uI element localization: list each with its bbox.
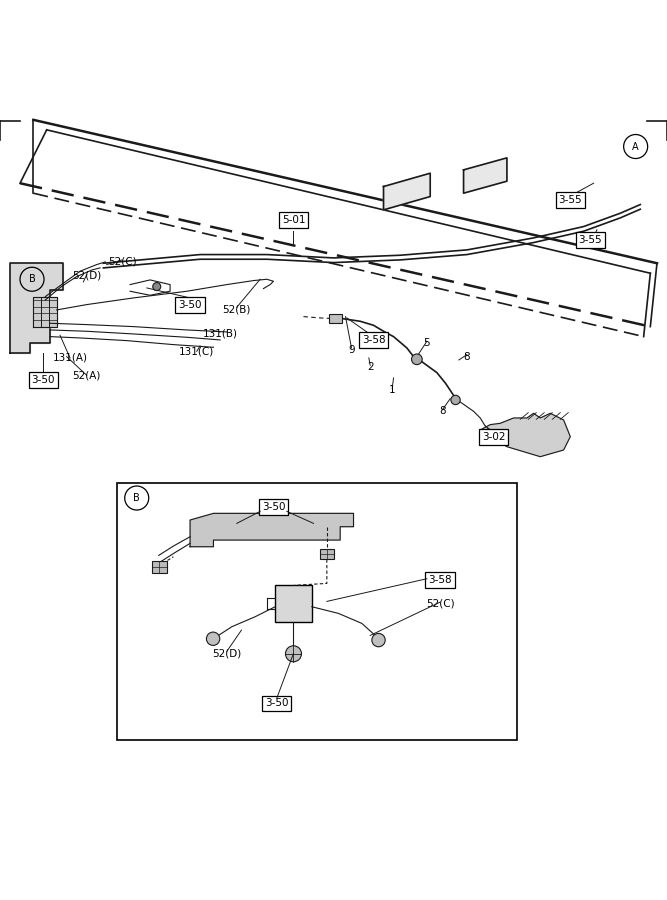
Circle shape: [153, 283, 161, 291]
Text: 3-50: 3-50: [178, 300, 202, 310]
Text: 3-50: 3-50: [261, 501, 285, 512]
Text: 52(B): 52(B): [223, 305, 251, 315]
Polygon shape: [480, 413, 570, 456]
Text: 131(B): 131(B): [203, 328, 237, 338]
Text: B: B: [133, 493, 140, 503]
Bar: [117, 483, 517, 740]
Text: A: A: [632, 141, 639, 151]
Text: 3-55: 3-55: [578, 235, 602, 245]
Text: 131(C): 131(C): [179, 346, 214, 356]
Text: 3-55: 3-55: [558, 195, 582, 205]
Circle shape: [285, 646, 301, 662]
Circle shape: [207, 632, 219, 645]
Polygon shape: [10, 263, 63, 354]
Text: 52(D): 52(D): [212, 648, 241, 659]
Text: 8: 8: [464, 352, 470, 362]
Text: 52(D): 52(D): [72, 270, 101, 280]
Text: 1: 1: [389, 385, 396, 395]
Circle shape: [451, 395, 460, 405]
Bar: [329, 314, 342, 323]
Text: 9: 9: [348, 345, 355, 355]
Text: 5: 5: [424, 338, 430, 348]
Bar: [320, 549, 334, 560]
Bar: [152, 561, 167, 572]
Circle shape: [372, 634, 386, 647]
Polygon shape: [384, 173, 430, 210]
Text: 3-50: 3-50: [31, 375, 55, 385]
Text: 52(A): 52(A): [73, 370, 101, 381]
Text: 52(C): 52(C): [426, 598, 454, 608]
Text: 5-01: 5-01: [281, 215, 305, 225]
Text: 3-58: 3-58: [428, 575, 452, 585]
Text: B: B: [29, 274, 35, 284]
Polygon shape: [190, 513, 354, 546]
Text: 8: 8: [439, 406, 446, 417]
Polygon shape: [464, 158, 507, 194]
Text: 3-58: 3-58: [362, 335, 386, 345]
Bar: [275, 585, 311, 622]
Circle shape: [412, 354, 422, 364]
Text: 131(A): 131(A): [53, 353, 87, 363]
Text: 52(C): 52(C): [108, 256, 136, 267]
Polygon shape: [33, 297, 57, 327]
Text: 3-02: 3-02: [482, 432, 506, 442]
Text: 2: 2: [367, 362, 374, 372]
Text: 3-50: 3-50: [265, 698, 289, 708]
